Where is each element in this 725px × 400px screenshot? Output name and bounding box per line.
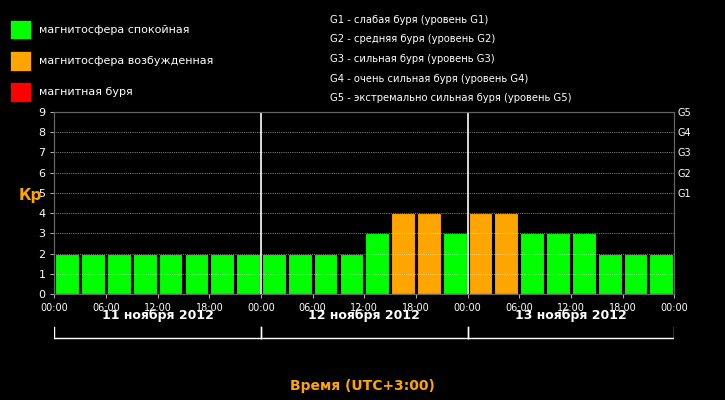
Bar [624,254,647,294]
Text: G3 - сильная буря (уровень G3): G3 - сильная буря (уровень G3) [330,54,494,64]
Text: G5 - экстремально сильная буря (уровень G5): G5 - экстремально сильная буря (уровень … [330,93,572,103]
Bar [185,254,208,294]
Text: G4 - очень сильная буря (уровень G4): G4 - очень сильная буря (уровень G4) [330,74,529,84]
Bar [314,254,337,294]
Text: 12 ноября 2012: 12 ноября 2012 [308,309,420,322]
Bar [365,233,389,294]
Bar [546,233,570,294]
Bar [10,51,31,71]
Text: G2 - средняя буря (уровень G2): G2 - средняя буря (уровень G2) [330,34,495,44]
Bar [236,254,260,294]
Bar [10,20,31,39]
Bar [159,254,183,294]
Bar [443,233,467,294]
Bar [521,233,544,294]
Bar [392,213,415,294]
Text: Время (UTC+3:00): Время (UTC+3:00) [290,379,435,393]
Text: 13 ноября 2012: 13 ноября 2012 [515,309,627,322]
Bar [10,82,31,102]
Bar [572,233,596,294]
Bar [339,254,363,294]
Bar [468,213,492,294]
Bar [417,213,441,294]
Text: магнитосфера возбужденная: магнитосфера возбужденная [39,56,214,66]
Bar [81,254,105,294]
Text: магнитная буря: магнитная буря [39,87,133,97]
Text: магнитосфера спокойная: магнитосфера спокойная [39,24,190,34]
Text: G1 - слабая буря (уровень G1): G1 - слабая буря (уровень G1) [330,15,489,25]
Bar [107,254,130,294]
Bar [210,254,234,294]
Text: 11 ноября 2012: 11 ноября 2012 [102,309,214,322]
Y-axis label: Кр: Кр [18,188,41,203]
Bar [494,213,518,294]
Bar [598,254,621,294]
Bar [262,254,286,294]
Bar [650,254,674,294]
Bar [288,254,312,294]
Bar [133,254,157,294]
Bar [55,254,79,294]
